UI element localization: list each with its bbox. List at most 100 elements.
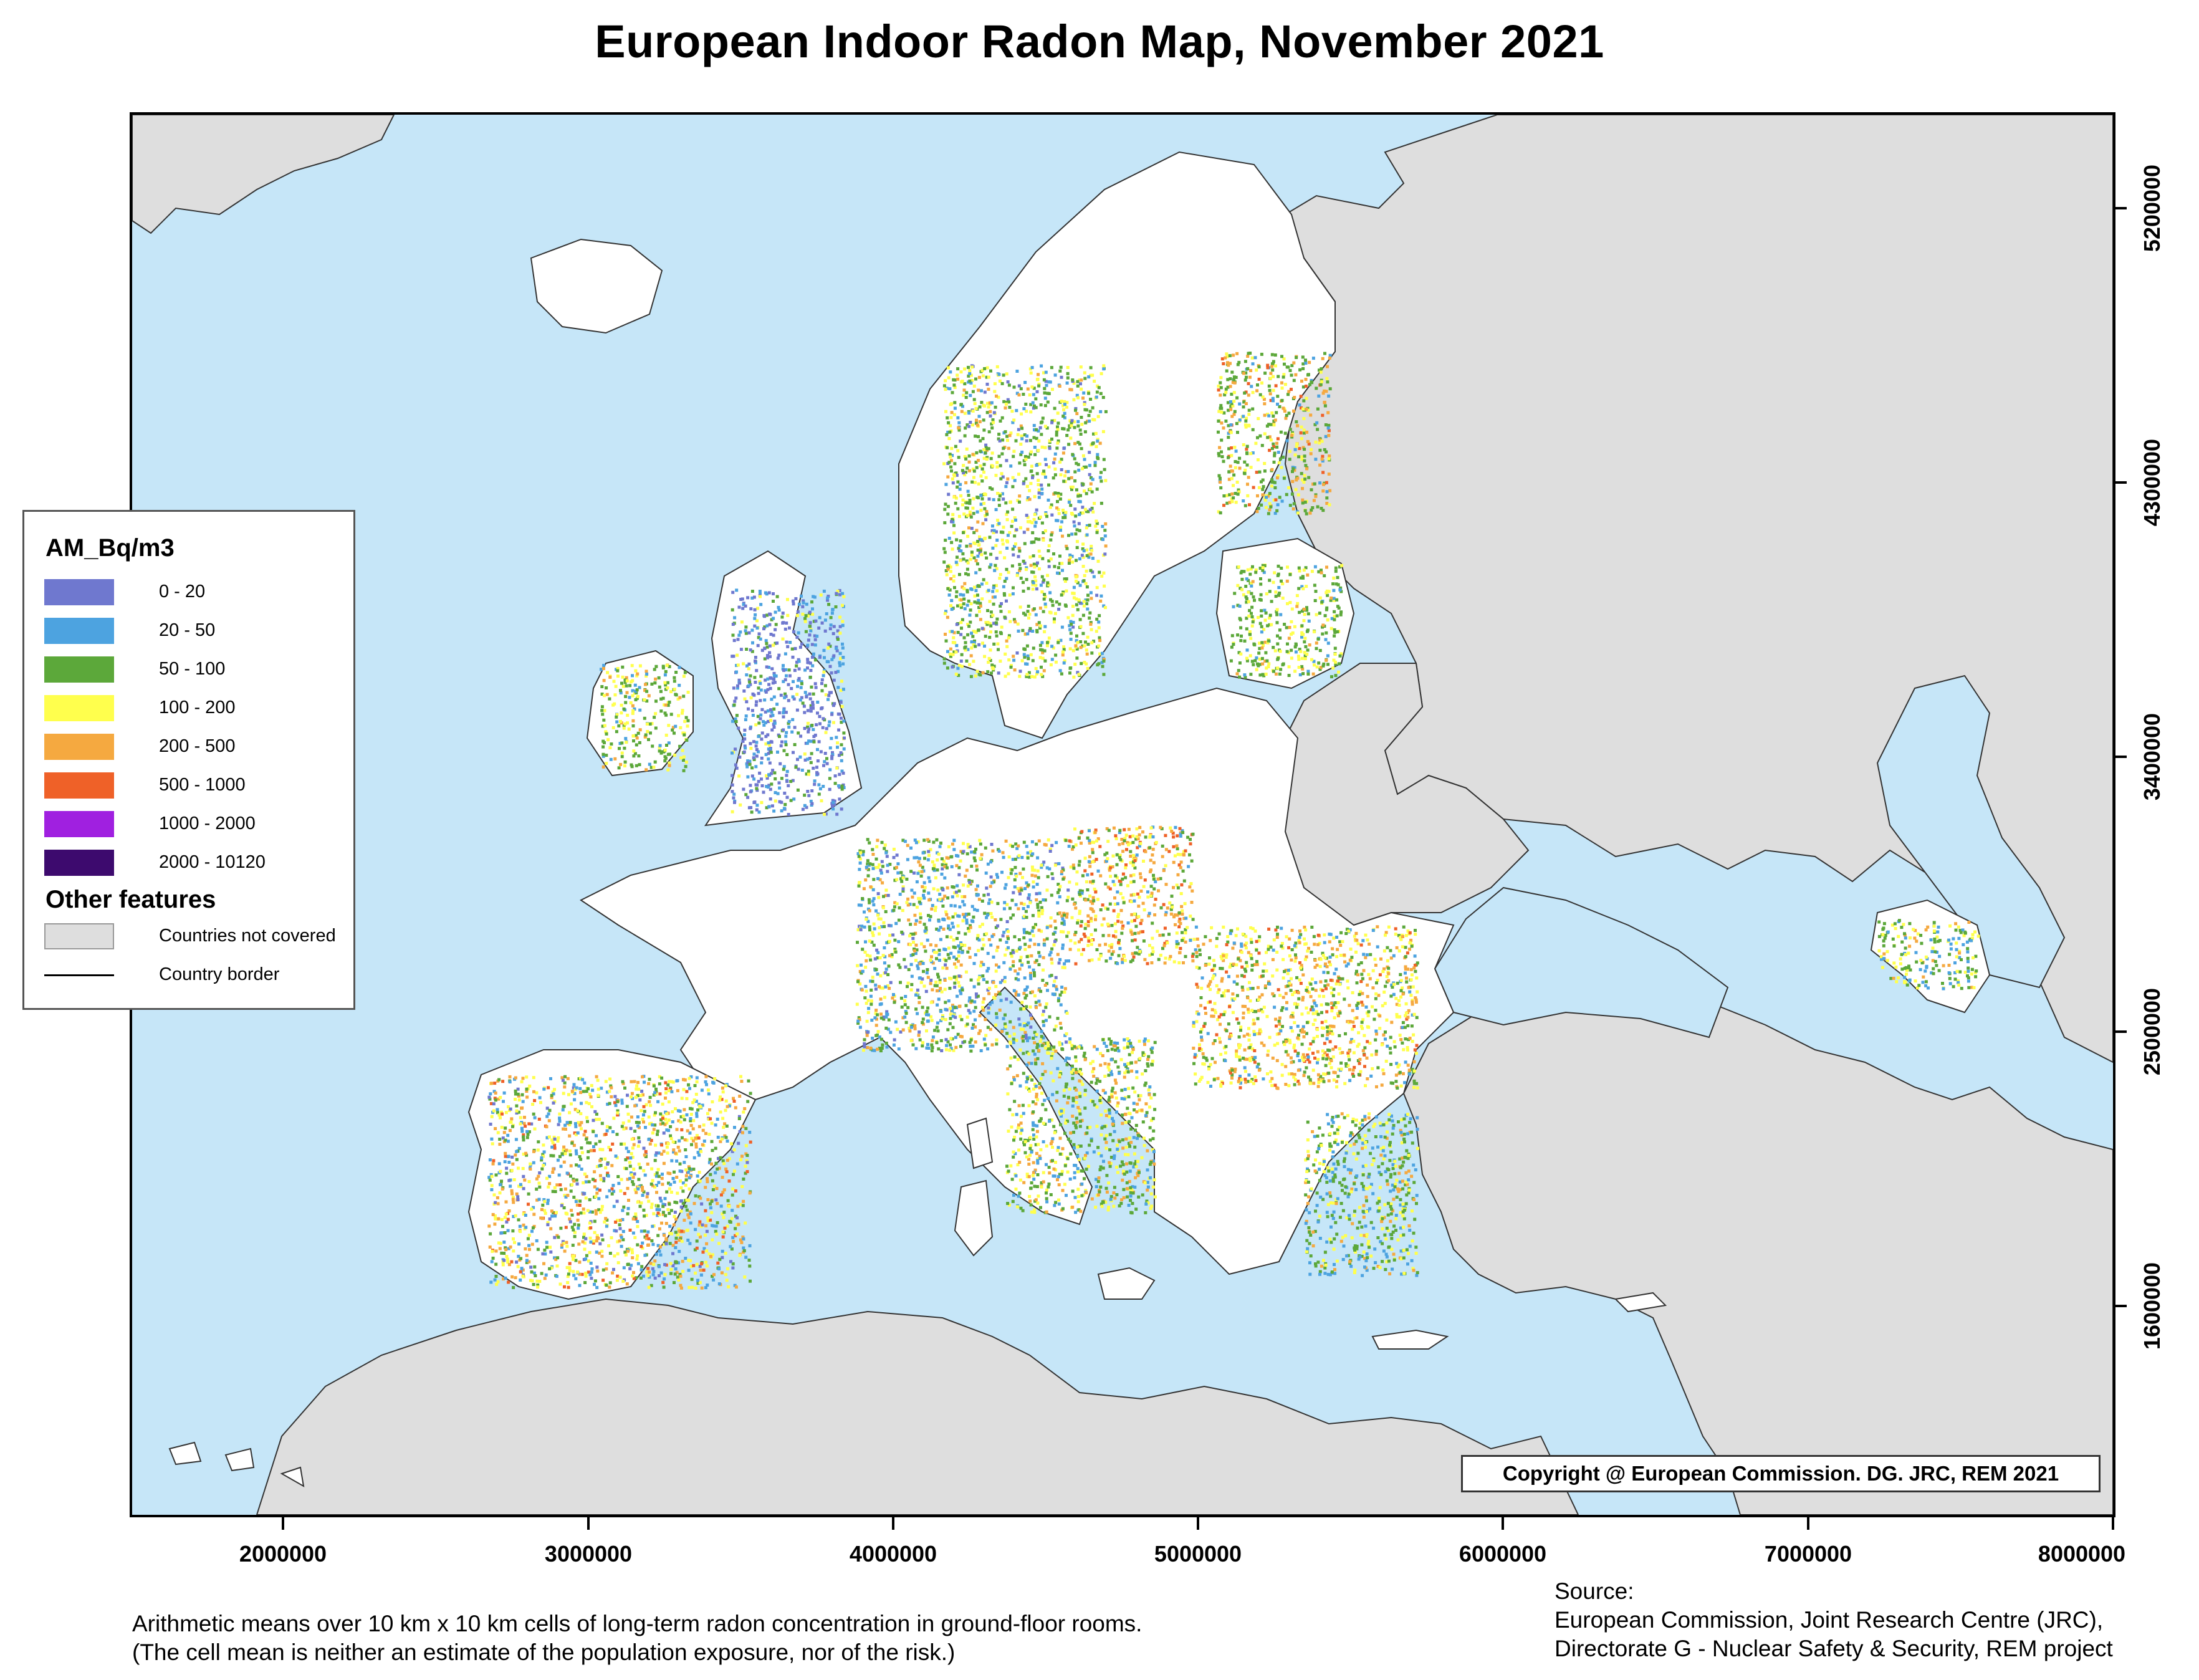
radon-cell [974,1006,977,1009]
radon-cell [792,797,796,801]
radon-cell [1064,604,1068,608]
radon-cell [1243,468,1247,472]
radon-cell [1268,578,1272,582]
radon-cell [1097,386,1101,390]
radon-cell [989,875,993,879]
radon-cell [797,602,801,606]
radon-cell [908,1027,911,1030]
radon-cell [1044,425,1047,428]
radon-cell [820,621,824,625]
radon-cell [1032,1036,1035,1040]
radon-cell [990,671,993,675]
radon-cell [744,746,747,750]
radon-cell [941,888,945,891]
radon-cell [1061,917,1065,921]
radon-cell [1089,373,1092,377]
radon-cell [1135,835,1139,838]
radon-cell [764,734,768,738]
radon-cell [732,792,736,796]
radon-cell [1086,944,1090,948]
radon-cell [1006,438,1009,442]
radon-cell [901,1016,905,1020]
radon-cell [1288,626,1291,629]
radon-cell [1091,910,1095,913]
radon-cell [1067,501,1071,504]
radon-cell [989,369,992,373]
radon-cell [1089,622,1093,626]
radon-cell [973,481,977,484]
radon-cell [1116,890,1119,894]
radon-cell [955,623,959,626]
radon-cell [1187,865,1191,868]
radon-cell [924,949,927,953]
radon-cell [622,724,626,727]
radon-cell [1050,843,1054,847]
radon-cell [796,610,800,613]
radon-cell [966,648,970,651]
radon-cell [888,933,892,937]
radon-cell [1084,640,1087,644]
radon-cell [752,740,755,744]
radon-cell [1282,455,1285,459]
radon-cell [1301,498,1305,502]
radon-cell [1091,418,1095,421]
radon-cell [974,461,978,464]
radon-cell [860,903,863,907]
radon-cell [622,726,626,730]
radon-cell [615,720,619,724]
radon-cell [1230,454,1234,458]
radon-cell [967,573,970,577]
radon-cell [879,1049,883,1053]
radon-cell [806,661,810,665]
radon-cell [1063,1034,1067,1037]
radon-cell [829,616,833,620]
radon-cell [623,681,627,684]
radon-cell [1061,404,1065,408]
radon-cell [1320,600,1324,604]
radon-cell [892,993,895,996]
radon-cell [673,679,676,683]
radon-cell [756,607,760,610]
radon-cell [995,1015,999,1019]
radon-cell [873,957,877,961]
radon-cell [959,943,963,946]
radon-cell [1287,636,1291,640]
radon-cell [1170,830,1174,833]
radon-cell [795,708,799,712]
radon-cell [1336,630,1339,633]
radon-cell [1025,484,1029,488]
radon-cell [950,411,954,415]
radon-cell [981,641,984,645]
radon-cell [1025,434,1029,438]
radon-cell [1151,835,1155,838]
radon-cell [1323,614,1327,618]
radon-cell [1096,453,1100,456]
radon-cell [990,915,994,919]
radon-cell [995,617,999,621]
radon-cell [1059,638,1063,642]
radon-cell [946,896,950,900]
radon-cell [858,881,861,885]
radon-cell [1004,501,1008,505]
radon-cell [1076,420,1080,423]
radon-cell [886,973,890,976]
radon-cell [1260,625,1263,628]
radon-cell [1323,389,1326,393]
radon-cell [1245,448,1248,451]
radon-cell [969,587,973,591]
radon-cell [1102,571,1106,575]
map-area[interactable] [130,112,2115,1517]
radon-cell [1060,914,1064,918]
radon-cell [1065,434,1069,437]
radon-cell [1012,891,1015,895]
radon-cell [1031,401,1035,405]
radon-cell [1090,490,1094,494]
radon-cell [1325,589,1329,593]
radon-cell [1101,537,1104,541]
radon-cell [1039,648,1043,651]
radon-cell [1043,984,1047,987]
radon-cell [1004,484,1008,488]
radon-cell [957,931,961,934]
radon-cell [1228,493,1232,497]
radon-cell [636,672,640,676]
